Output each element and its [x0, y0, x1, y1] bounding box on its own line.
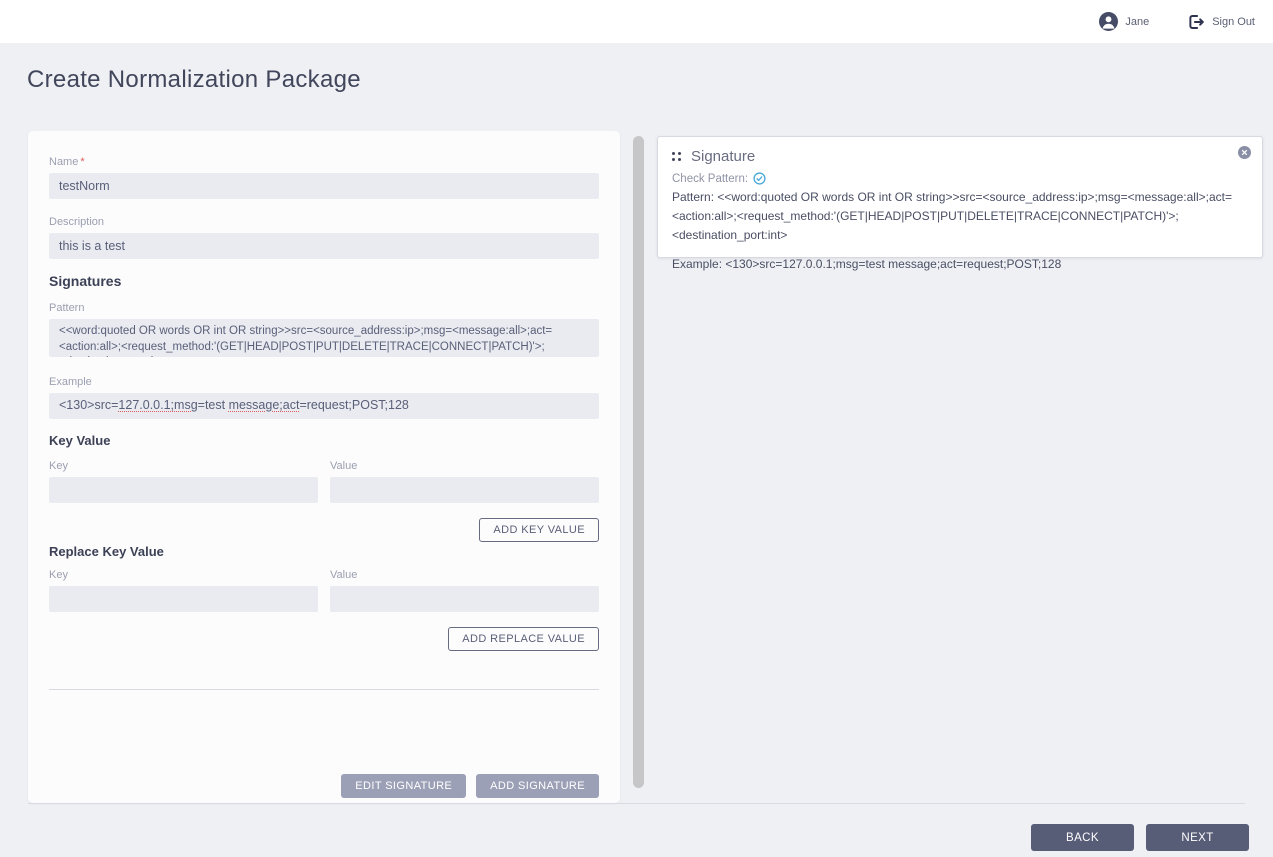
sign-out-label: Sign Out: [1212, 15, 1255, 28]
user-avatar-icon: [1099, 12, 1119, 31]
name-input[interactable]: [49, 173, 599, 199]
description-input[interactable]: [49, 233, 599, 259]
pattern-label: Pattern: [49, 302, 85, 314]
back-button[interactable]: BACK: [1031, 824, 1134, 851]
replace-key-label: Key: [49, 569, 68, 581]
signatures-heading: Signatures: [49, 273, 122, 289]
description-label: Description: [49, 216, 105, 228]
signature-card: Signature Check Pattern: Pattern: <<word…: [657, 136, 1263, 271]
add-signature-button[interactable]: ADD SIGNATURE: [476, 774, 599, 798]
add-replace-value-button[interactable]: ADD REPLACE VALUE: [448, 627, 599, 651]
replace-value-input[interactable]: [330, 586, 599, 612]
card-example-text: Example: <130>src=127.0.0.1;msg=test mes…: [672, 256, 1062, 271]
pattern-textarea[interactable]: <<word:quoted OR words OR int OR string>…: [49, 319, 599, 357]
card-pattern-text: Pattern: <<word:quoted OR words OR int O…: [672, 190, 1232, 243]
sign-out-button[interactable]: Sign Out: [1181, 9, 1261, 35]
required-asterisk: *: [80, 156, 85, 168]
drag-handle-icon[interactable]: [672, 152, 681, 161]
vertical-scrollbar[interactable]: [633, 136, 644, 788]
top-bar: Jane Sign Out: [0, 0, 1273, 43]
sign-out-icon: [1187, 13, 1205, 31]
page-title: Create Normalization Package: [27, 66, 361, 93]
panel-divider: [49, 689, 599, 690]
check-circle-icon: [753, 172, 766, 185]
name-label: Name *: [49, 156, 85, 168]
example-input[interactable]: <130>src=127.0.0.1;msg=test message;act=…: [49, 393, 599, 419]
edit-signature-button[interactable]: EDIT SIGNATURE: [341, 774, 467, 798]
close-icon[interactable]: [1238, 146, 1251, 159]
add-key-value-button[interactable]: ADD KEY VALUE: [479, 518, 599, 542]
next-button[interactable]: NEXT: [1146, 824, 1249, 851]
key-value-key-label: Key: [49, 460, 68, 472]
example-label: Example: [49, 376, 92, 388]
footer-divider: [28, 803, 1245, 804]
key-value-heading: Key Value: [49, 433, 111, 448]
key-value-key-input[interactable]: [49, 477, 318, 503]
user-menu[interactable]: Jane: [1093, 8, 1155, 35]
check-pattern-label: Check Pattern:: [672, 172, 749, 185]
key-value-value-input[interactable]: [330, 477, 599, 503]
key-value-value-label: Value: [330, 460, 358, 472]
signature-card-title: Signature: [691, 148, 756, 165]
replace-value-label: Value: [330, 569, 358, 581]
user-name: Jane: [1125, 15, 1150, 28]
replace-key-value-heading: Replace Key Value: [49, 544, 164, 559]
package-form-panel: Name* Description Signatures Pattern <<w…: [28, 131, 620, 803]
replace-key-input[interactable]: [49, 586, 318, 612]
